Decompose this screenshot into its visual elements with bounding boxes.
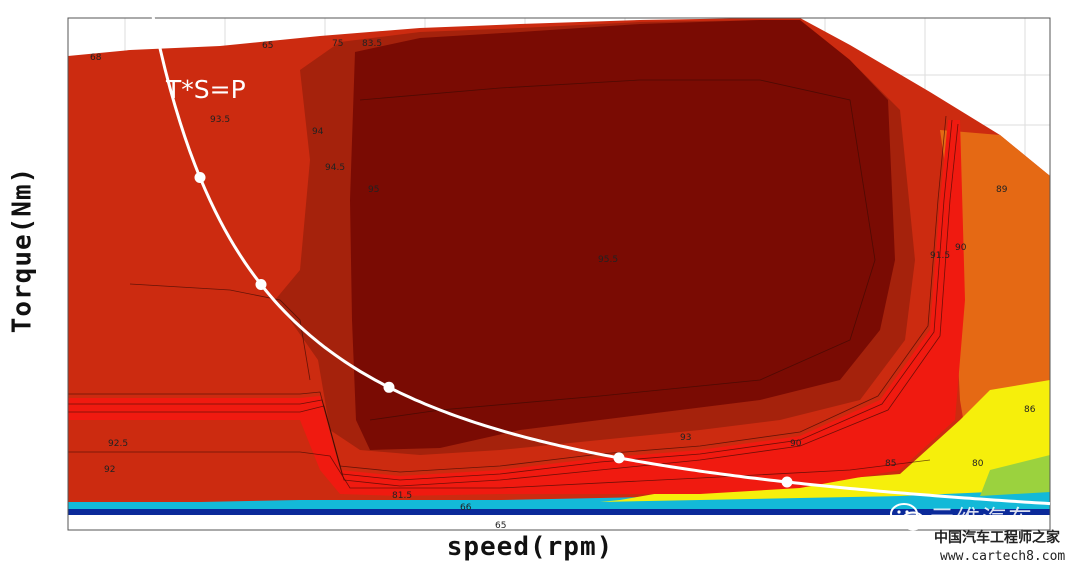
power-curve-point (383, 381, 395, 393)
power-curve-line (148, 0, 1051, 506)
contour-label: 66 (460, 503, 472, 513)
contour-label: 89 (996, 185, 1008, 195)
x-axis-title: speed(rpm) (446, 532, 614, 562)
contour-label: 65 (262, 41, 273, 51)
contour-label: 65 (495, 521, 506, 531)
contour-label: 75 (332, 39, 343, 49)
contour-label: 92 (104, 465, 115, 475)
contour-line-95 (359, 79, 876, 421)
contour-label: 93.5 (210, 115, 230, 125)
contour-label: 83.5 (362, 39, 382, 49)
contour-label: 90 (790, 439, 802, 449)
power-curve-point (781, 476, 793, 488)
contour-label: 95.5 (598, 255, 618, 265)
contour-label: 94 (312, 127, 324, 137)
contour-label: 85 (885, 459, 896, 469)
contour-label: 93 (680, 433, 691, 443)
watermark-url: www.cartech8.com (940, 549, 1066, 564)
y-axis-title-text: Torque(Nm) (7, 166, 38, 334)
wechat-icon (890, 503, 925, 531)
power-curve-point (255, 279, 267, 290)
contour-fill-group: 68 65 75 83.5 93.5 94 94.5 95 95.5 93 91… (68, 18, 1050, 531)
watermark: 示维汽车 中国汽车工程师之家 www.cartech8.com (888, 497, 1076, 571)
contour-region-80 (980, 455, 1050, 496)
contour-line-92 (68, 119, 953, 481)
contour-band-white (68, 515, 1050, 530)
watermark-site-name: 中国汽车工程师之家 (934, 530, 1060, 546)
contour-label: 95 (368, 185, 379, 195)
power-curve-point (613, 452, 625, 464)
contour-line-94 (129, 283, 311, 381)
contour-label: 94.5 (325, 163, 345, 173)
contour-label: 80 (972, 459, 984, 469)
power-curve-point (194, 172, 206, 183)
watermark-title: 示维汽车 (930, 505, 1034, 533)
power-curve-label: T*S=P (165, 75, 246, 104)
contour-label: 91.5 (930, 251, 950, 261)
contour-label: 81.5 (392, 491, 412, 501)
power-curve-points (194, 172, 793, 488)
contour-label: 90 (955, 243, 967, 253)
contour-label: 68 (90, 53, 102, 63)
contour-region-85 (600, 380, 1050, 502)
contour-line-90 (68, 451, 931, 489)
contour-label: 86 (1024, 405, 1036, 415)
plot-frame (67, 17, 1051, 531)
contour-line-91 (68, 123, 959, 487)
contour-region-95 (350, 20, 895, 450)
contour-region-91 (68, 120, 965, 496)
contour-label: 92.5 (108, 439, 128, 449)
contour-labels: 68 65 75 83.5 93.5 94 94.5 95 95.5 93 91… (90, 39, 1036, 531)
y-axis-title: Torque(Nm) (2, 120, 42, 380)
